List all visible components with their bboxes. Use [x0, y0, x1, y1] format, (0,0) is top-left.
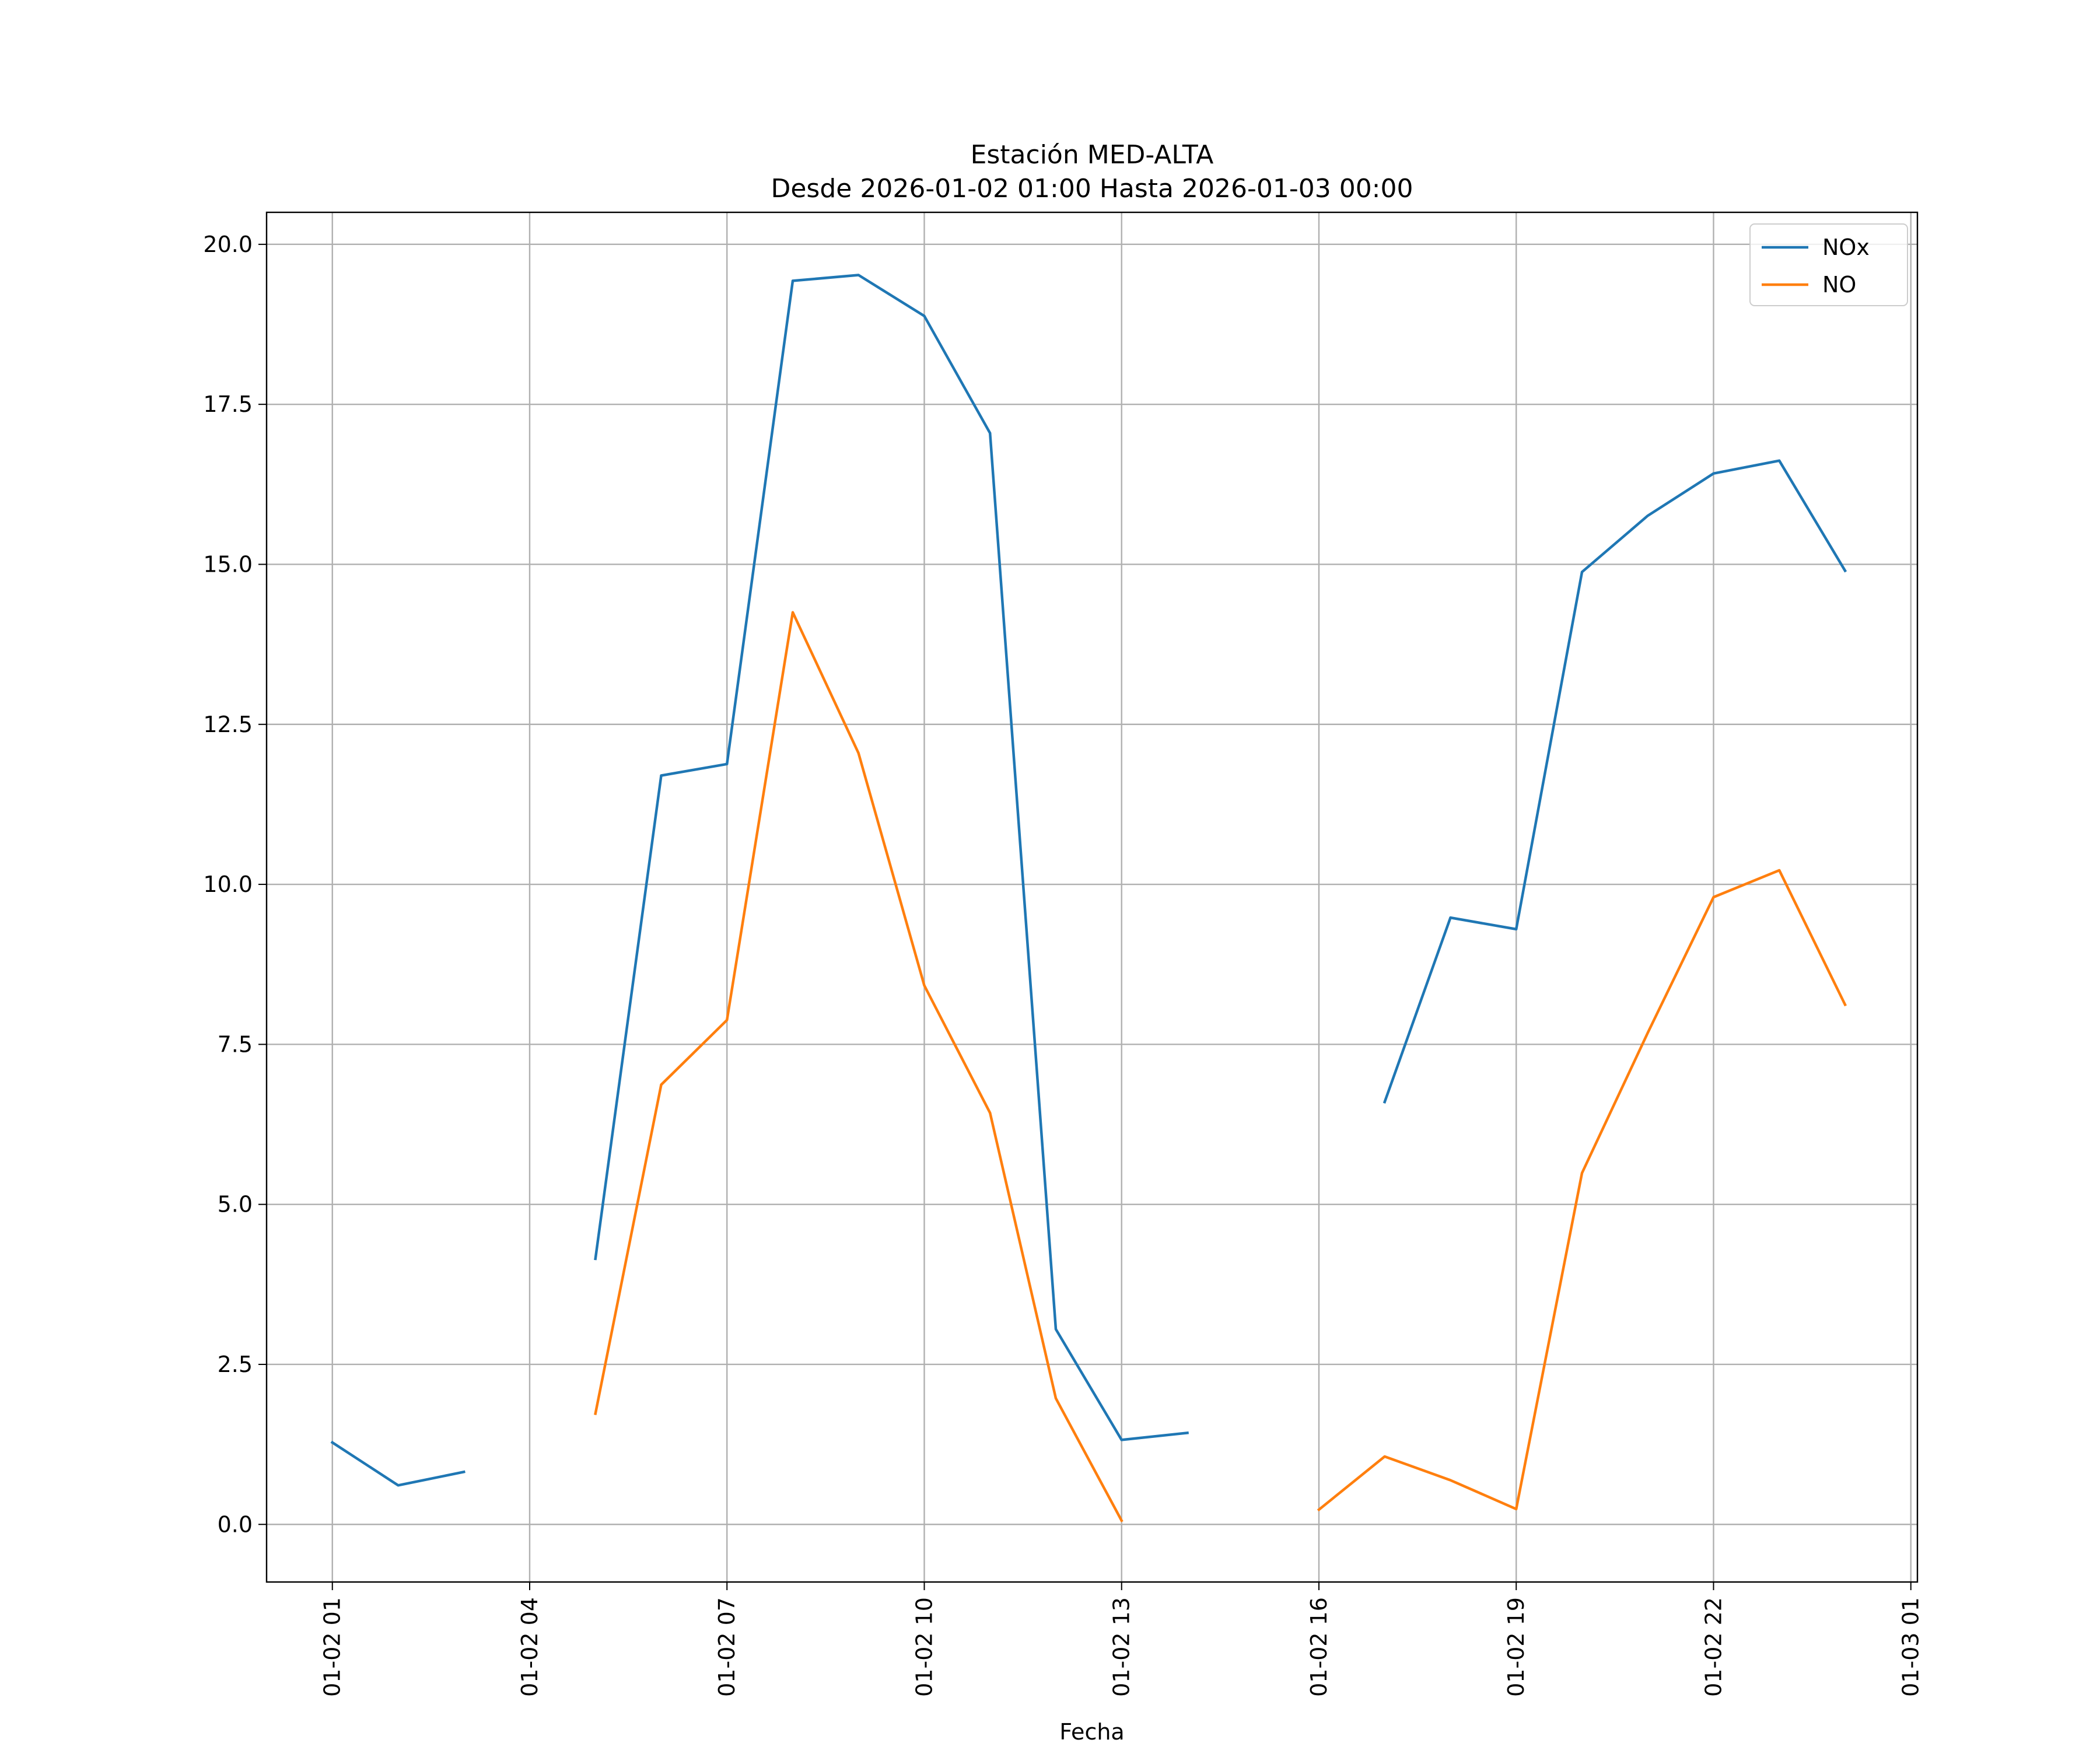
legend-label: NO [1822, 272, 1856, 298]
chart-subtitle: Desde 2026-01-02 01:00 Hasta 2026-01-03 … [771, 174, 1413, 204]
x-tick-label: 01-02 22 [1700, 1597, 1726, 1697]
y-tick-label: 0.0 [218, 1511, 253, 1537]
x-tick-label: 01-03 01 [1898, 1597, 1924, 1697]
y-axis: 0.0 2.5 5.0 7.5 10.0 12.5 15.0 17.5 20.0 [203, 232, 267, 1537]
x-tick-label: 01-02 10 [911, 1597, 937, 1697]
y-tick-label: 20.0 [203, 232, 253, 257]
x-tick-label: 01-02 16 [1306, 1597, 1332, 1697]
legend-label: NOx [1822, 235, 1870, 260]
y-tick-label: 7.5 [218, 1031, 253, 1057]
x-tick-label: 01-02 19 [1503, 1597, 1529, 1697]
series-line-no [1317, 869, 1847, 1512]
series-line-nox [594, 274, 1189, 1441]
y-tick-label: 15.0 [203, 551, 253, 577]
y-tick-label: 2.5 [218, 1352, 253, 1377]
y-tick-label: 12.5 [203, 712, 253, 737]
series-line-nox [1382, 459, 1847, 1104]
series-no [594, 611, 1847, 1522]
x-tick-label: 01-02 07 [714, 1597, 740, 1697]
chart-title: Estación MED-ALTA [971, 140, 1214, 170]
series-line-no [594, 611, 1124, 1522]
plot-frame [265, 211, 1919, 1583]
y-tick-label: 10.0 [203, 872, 253, 897]
legend: NOx NO [1749, 223, 1908, 306]
grid [267, 212, 1917, 1582]
x-axis: 01-02 01 01-02 04 01-02 07 01-02 10 01-02 13… [320, 1582, 1924, 1697]
x-tick-label: 01-02 13 [1109, 1597, 1135, 1697]
plot-series [330, 274, 1847, 1522]
series-nox [330, 274, 1847, 1487]
y-tick-label: 17.5 [203, 391, 253, 417]
x-axis-label: Fecha [1059, 1719, 1124, 1745]
series-line-nox [330, 1440, 466, 1487]
x-tick-label: 01-02 04 [517, 1597, 542, 1697]
x-tick-label: 01-02 01 [320, 1597, 345, 1697]
y-tick-label: 5.0 [218, 1192, 253, 1217]
